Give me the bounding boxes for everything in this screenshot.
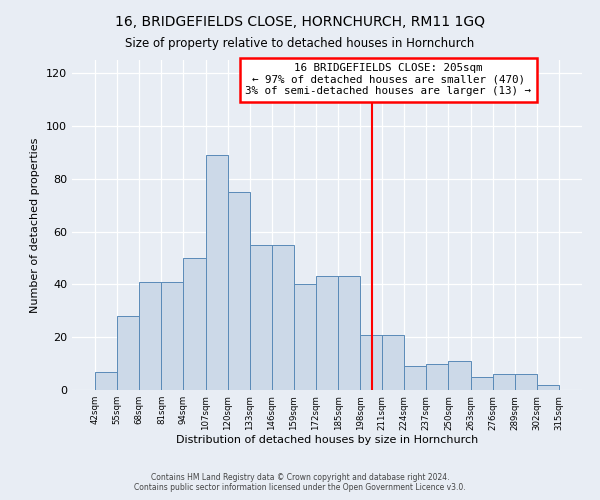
Bar	[493, 374, 515, 390]
Bar	[537, 384, 559, 390]
Bar	[382, 334, 404, 390]
Bar	[117, 316, 139, 390]
Bar	[515, 374, 537, 390]
Bar	[404, 366, 427, 390]
Bar	[338, 276, 360, 390]
Text: Size of property relative to detached houses in Hornchurch: Size of property relative to detached ho…	[125, 38, 475, 51]
X-axis label: Distribution of detached houses by size in Hornchurch: Distribution of detached houses by size …	[176, 436, 478, 446]
Bar	[95, 372, 117, 390]
Bar	[184, 258, 206, 390]
Text: 16 BRIDGEFIELDS CLOSE: 205sqm
← 97% of detached houses are smaller (470)
3% of s: 16 BRIDGEFIELDS CLOSE: 205sqm ← 97% of d…	[245, 64, 531, 96]
Bar	[316, 276, 338, 390]
Bar	[470, 377, 493, 390]
Text: 16, BRIDGEFIELDS CLOSE, HORNCHURCH, RM11 1GQ: 16, BRIDGEFIELDS CLOSE, HORNCHURCH, RM11…	[115, 15, 485, 29]
Bar	[294, 284, 316, 390]
Text: Contains HM Land Registry data © Crown copyright and database right 2024.
Contai: Contains HM Land Registry data © Crown c…	[134, 473, 466, 492]
Bar	[427, 364, 448, 390]
Y-axis label: Number of detached properties: Number of detached properties	[31, 138, 40, 312]
Bar	[227, 192, 250, 390]
Bar	[206, 155, 227, 390]
Bar	[272, 245, 294, 390]
Bar	[360, 334, 382, 390]
Bar	[161, 282, 184, 390]
Bar	[139, 282, 161, 390]
Bar	[250, 245, 272, 390]
Bar	[448, 361, 470, 390]
